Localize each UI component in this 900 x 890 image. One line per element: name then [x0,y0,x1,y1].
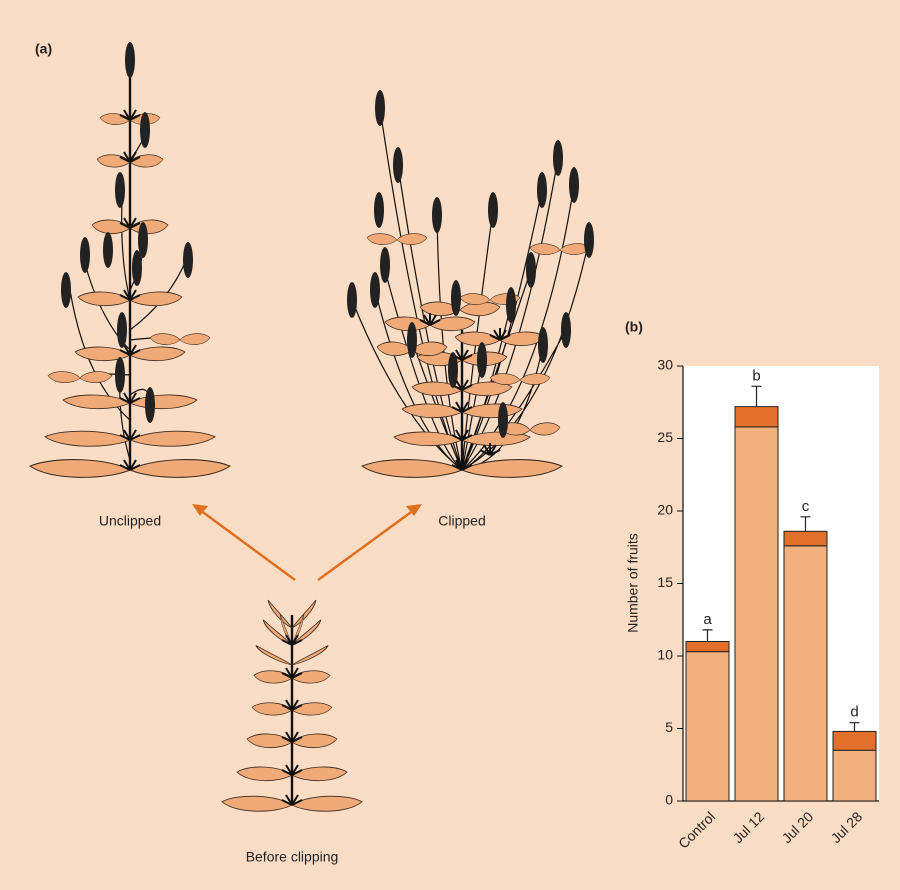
y-axis-label: Number of fruits [625,533,641,633]
plant-part [115,357,125,393]
plant-part [375,90,385,126]
plant-part [149,333,211,345]
plant-part [132,250,142,286]
unclipped-plant [29,42,231,478]
significance-letter: c [802,498,810,515]
plant-part [117,312,127,348]
before-plant [221,599,363,812]
plant-part [584,222,594,258]
shape [192,504,208,516]
error-bar [751,385,762,407]
plant-part [61,272,71,308]
x-tick-label: Jul 20 [779,808,817,846]
plant-part [380,247,390,283]
plant-part [477,342,487,378]
plant-part [561,312,571,348]
clipped-plant [347,90,594,478]
plant-label: Clipped [438,513,485,529]
significance-letter: b [752,367,760,384]
plant-part [80,237,90,273]
x-tick-label: Control [675,808,718,851]
plant-part [393,147,403,183]
plant-part [366,233,428,245]
error-bar [849,722,860,732]
error-bar [702,629,713,642]
plant-part [498,402,508,438]
plant-part [407,322,417,358]
plant-part [451,280,461,316]
bar-chart: 0 5 10 15 20 25 30 a Control b Jul 12 c Jul 20 d Jul 2… [657,357,879,852]
bar-segment [685,641,730,653]
significance-letter: d [850,704,858,721]
plant-part [370,272,380,308]
plant-part [145,387,155,423]
bar-segment [783,545,828,802]
arrows [192,504,422,582]
shape [199,508,296,582]
shape [317,508,415,582]
plant-part [374,192,384,228]
x-tick-label: Jul 12 [730,808,768,846]
y-tick-label: 0 [665,792,673,808]
bar-segment [734,426,779,802]
plant-part [489,373,551,385]
x-tick-label: Jul 28 [828,808,866,846]
plant-part [499,422,561,436]
plant-part [506,287,516,323]
bar-segment [783,530,828,547]
plant-part [183,242,193,278]
plant-label: Unclipped [99,513,161,529]
plant-part [537,172,547,208]
plant-part [115,172,125,208]
significance-letter: a [703,611,712,628]
y-tick-label: 15 [657,574,673,590]
y-tick-label: 20 [657,502,673,518]
y-tick-label: 10 [657,647,673,663]
plant-part [529,243,591,255]
plant-part [47,371,113,383]
plant-part [125,42,135,78]
shape [406,504,422,516]
plant-part [448,352,458,388]
y-tick-label: 30 [657,357,673,373]
plant-part [140,112,150,148]
plant-part [347,282,357,318]
error-bar [800,516,811,532]
plant-label: Before clipping [246,849,339,865]
plant-part [553,140,563,176]
panel-label: (b) [625,319,643,335]
panel-label: (a) [35,41,52,57]
bar-segment [685,651,730,802]
bar-segment [734,406,779,428]
bar-segment [832,730,877,751]
plant-part [432,197,442,233]
plant-part [526,252,536,288]
plant-part [103,232,113,268]
plant-part [488,192,498,228]
bar-segment [832,749,877,802]
y-tick-label: 25 [657,429,673,445]
plant-part [538,327,548,363]
y-tick-label: 5 [665,719,673,735]
plant-part [569,167,579,203]
